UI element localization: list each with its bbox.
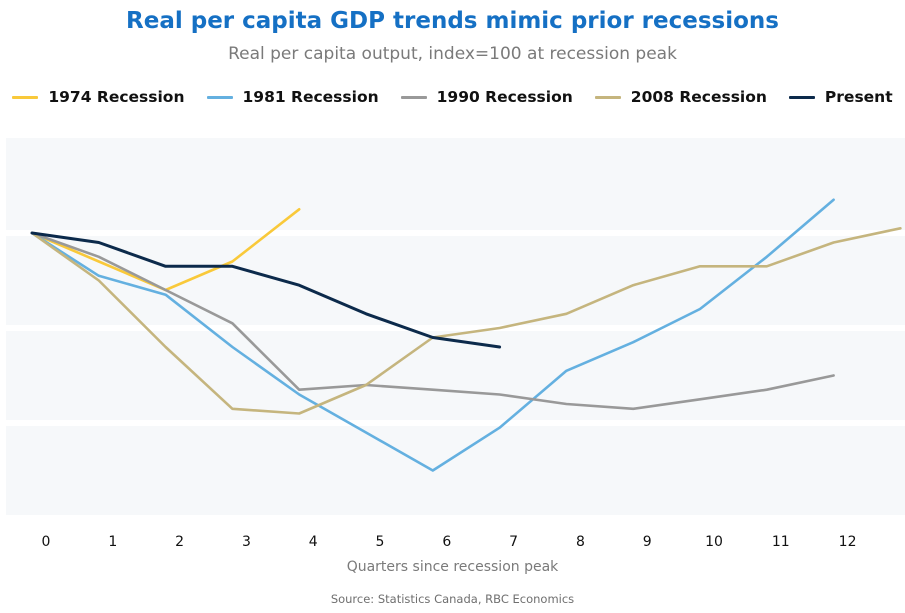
x-tick-label: 9: [643, 534, 652, 550]
x-tick-label: 2: [175, 534, 184, 550]
legend-label: 1974 Recession: [48, 88, 185, 106]
x-tick-label: 1: [108, 534, 117, 550]
x-tick-label: 11: [772, 534, 790, 550]
x-tick-label: 4: [309, 534, 318, 550]
legend-item: 1990 Recession: [400, 88, 573, 106]
legend-label: 2008 Recession: [630, 88, 767, 106]
series-line-1990-recession: [30, 231, 835, 411]
x-axis-label: Quarters since recession peak: [346, 559, 559, 575]
source-note: Source: Statistics Canada, RBC Economics: [330, 592, 575, 606]
legend-swatch: [594, 95, 621, 99]
plot-background-bands: [6, 138, 905, 515]
legend-swatch: [788, 95, 815, 99]
plot-band: [6, 331, 905, 420]
chart-title: Real per capita GDP trends mimic prior r…: [126, 8, 779, 34]
x-tick-label: 10: [705, 534, 723, 550]
series-lines: [30, 198, 902, 472]
x-tick-label: 0: [42, 534, 51, 550]
legend-item: 2008 Recession: [594, 88, 767, 106]
x-tick-label: 5: [376, 534, 385, 550]
legend-swatch: [206, 95, 233, 99]
series-line-1981-recession: [30, 198, 835, 472]
legend-label: 1981 Recession: [242, 88, 379, 106]
chart-subtitle: Real per capita output, index=100 at rec…: [228, 44, 677, 64]
plot-band: [6, 426, 905, 515]
x-tick-label: 8: [576, 534, 585, 550]
plot-band: [6, 236, 905, 325]
x-tick-label: 7: [509, 534, 518, 550]
series-line-2008-recession: [30, 227, 902, 415]
legend-item: 1981 Recession: [206, 88, 379, 106]
x-tick-label: 12: [839, 534, 857, 550]
legend-swatch: [400, 95, 427, 99]
legend-item: Present: [788, 88, 893, 106]
series-line-present: [30, 231, 502, 349]
legend-swatch: [12, 95, 39, 99]
x-axis-ticks: 0 1 2 3 4 5 6 7 8 9 10 11 12: [42, 534, 857, 550]
legend-label: 1990 Recession: [436, 88, 573, 106]
plot-band: [6, 138, 905, 230]
legend-item: 1974 Recession: [12, 88, 185, 106]
legend-label: Present: [824, 88, 893, 106]
chart-legend: 1974 Recession 1981 Recession 1990 Recessi…: [0, 88, 905, 106]
x-tick-label: 6: [442, 534, 451, 550]
x-tick-label: 3: [242, 534, 251, 550]
